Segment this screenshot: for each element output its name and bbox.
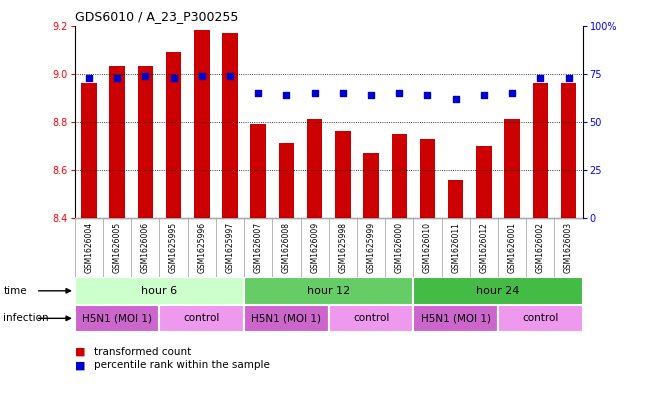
Text: hour 6: hour 6 [141, 286, 178, 296]
Text: GSM1626010: GSM1626010 [423, 222, 432, 273]
Bar [244, 277, 413, 305]
Bar [413, 305, 498, 332]
Text: GSM1625999: GSM1625999 [367, 222, 376, 273]
Text: ■: ■ [75, 360, 85, 371]
Point [366, 92, 376, 98]
Bar [498, 305, 583, 332]
Bar [561, 83, 576, 218]
Text: GSM1626011: GSM1626011 [451, 222, 460, 273]
Bar [75, 305, 159, 332]
Point [535, 74, 546, 81]
Text: GDS6010 / A_23_P300255: GDS6010 / A_23_P300255 [75, 10, 238, 23]
Text: infection: infection [3, 313, 49, 323]
Bar [448, 180, 464, 218]
Bar [391, 134, 407, 218]
Text: GSM1626006: GSM1626006 [141, 222, 150, 273]
Point [197, 72, 207, 79]
Point [253, 90, 264, 96]
Bar [363, 153, 379, 218]
Bar [335, 131, 351, 218]
Point [338, 90, 348, 96]
Text: control: control [184, 313, 220, 323]
Bar [307, 119, 322, 218]
Text: GSM1626009: GSM1626009 [310, 222, 319, 273]
Bar [81, 83, 97, 218]
Text: control: control [522, 313, 559, 323]
Point [140, 72, 150, 79]
Bar [279, 143, 294, 218]
Text: percentile rank within the sample: percentile rank within the sample [94, 360, 270, 371]
Point [422, 92, 433, 98]
Bar [476, 146, 492, 218]
Point [169, 74, 179, 81]
Text: time: time [3, 286, 27, 296]
Text: GSM1626005: GSM1626005 [113, 222, 122, 273]
Text: ■: ■ [75, 347, 85, 357]
Text: GSM1625995: GSM1625995 [169, 222, 178, 273]
Text: GSM1626008: GSM1626008 [282, 222, 291, 273]
Point [112, 74, 122, 81]
Text: H5N1 (MOI 1): H5N1 (MOI 1) [82, 313, 152, 323]
Bar [420, 139, 436, 218]
Text: GSM1626000: GSM1626000 [395, 222, 404, 273]
Bar [222, 33, 238, 218]
Text: GSM1625996: GSM1625996 [197, 222, 206, 273]
Text: GSM1626002: GSM1626002 [536, 222, 545, 273]
Bar [413, 277, 583, 305]
Point [281, 92, 292, 98]
Text: GSM1625998: GSM1625998 [339, 222, 348, 273]
Point [507, 90, 518, 96]
Bar [137, 66, 153, 218]
Point [394, 90, 404, 96]
Text: GSM1626007: GSM1626007 [254, 222, 263, 273]
Bar [244, 305, 329, 332]
Bar [75, 277, 244, 305]
Text: GSM1626001: GSM1626001 [508, 222, 517, 273]
Point [225, 72, 235, 79]
Text: H5N1 (MOI 1): H5N1 (MOI 1) [421, 313, 491, 323]
Text: transformed count: transformed count [94, 347, 191, 357]
Text: GSM1626012: GSM1626012 [479, 222, 488, 273]
Text: control: control [353, 313, 389, 323]
Text: GSM1625997: GSM1625997 [225, 222, 234, 273]
Bar [166, 52, 182, 218]
Text: GSM1626003: GSM1626003 [564, 222, 573, 273]
Point [478, 92, 489, 98]
Point [84, 74, 94, 81]
Point [309, 90, 320, 96]
Text: hour 12: hour 12 [307, 286, 350, 296]
Text: hour 24: hour 24 [477, 286, 519, 296]
Bar [194, 30, 210, 218]
Bar [159, 305, 244, 332]
Bar [329, 305, 413, 332]
Bar [109, 66, 125, 218]
Text: H5N1 (MOI 1): H5N1 (MOI 1) [251, 313, 322, 323]
Point [450, 95, 461, 102]
Bar [251, 124, 266, 218]
Bar [505, 119, 520, 218]
Text: GSM1626004: GSM1626004 [85, 222, 94, 273]
Bar [533, 83, 548, 218]
Point [563, 74, 574, 81]
